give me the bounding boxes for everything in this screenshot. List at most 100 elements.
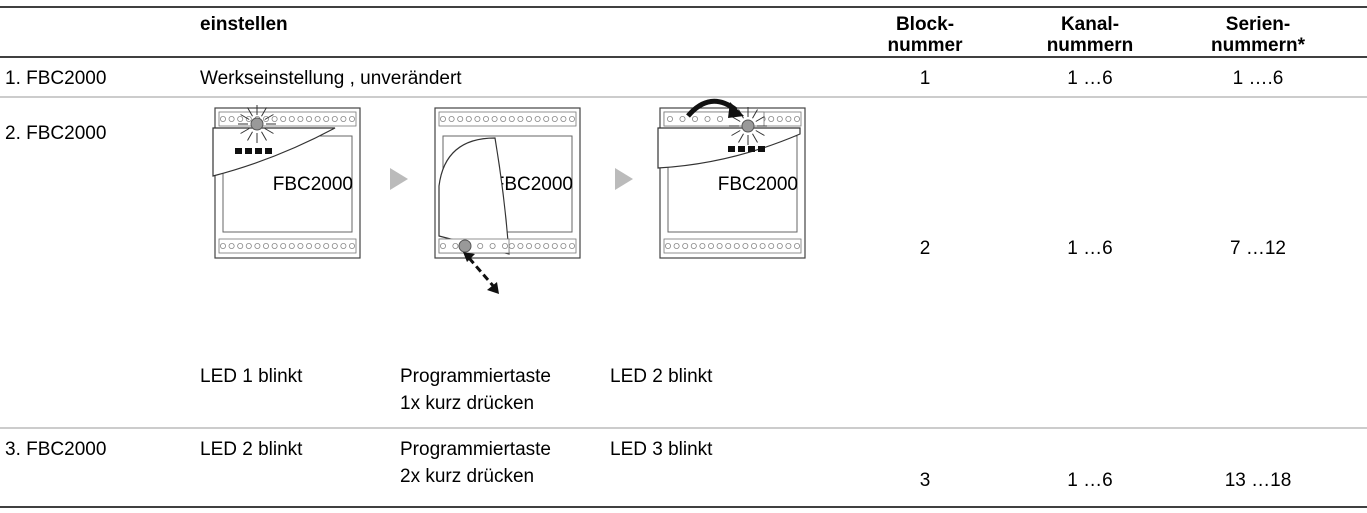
press-arrow xyxy=(467,257,497,289)
terminal xyxy=(543,242,550,249)
terminal xyxy=(323,115,330,122)
led-ray xyxy=(738,133,744,143)
header-serien: Serien- xyxy=(1226,14,1290,35)
terminal xyxy=(297,242,304,249)
caption: LED 2 blinkt xyxy=(610,366,713,387)
terminal-strip xyxy=(663,238,802,254)
terminal xyxy=(534,242,541,249)
led-ray xyxy=(240,114,250,120)
terminal xyxy=(682,242,689,249)
terminal xyxy=(331,115,338,122)
terminal xyxy=(665,242,671,249)
device: 1. FBC2000 xyxy=(5,68,106,89)
terminal xyxy=(288,115,295,122)
terminal xyxy=(491,115,498,122)
caption: LED 1 blinkt xyxy=(200,366,303,387)
terminal xyxy=(457,115,464,122)
header-kanal: Kanal- xyxy=(1061,14,1119,35)
terminal xyxy=(340,242,347,249)
step-arrow xyxy=(615,168,633,190)
terminal xyxy=(551,242,558,249)
led-ray xyxy=(752,109,758,119)
terminal xyxy=(725,242,732,249)
led-block xyxy=(758,146,765,152)
header-step: einstellen xyxy=(200,14,288,35)
terminal xyxy=(323,242,330,249)
caption: Programmiertaste xyxy=(400,366,551,387)
led-block xyxy=(265,148,272,154)
caption: LED 2 blinkt xyxy=(200,439,303,460)
terminal xyxy=(768,115,775,122)
arrow-head xyxy=(463,252,475,262)
terminal xyxy=(440,115,446,122)
terminal xyxy=(699,242,706,249)
led-ray xyxy=(264,114,274,120)
header-kanal: nummern xyxy=(1047,35,1134,56)
led-ray xyxy=(240,128,250,134)
terminal xyxy=(708,242,715,249)
terminal xyxy=(785,242,792,249)
block: 2 xyxy=(920,238,931,259)
step-arrow xyxy=(390,168,408,190)
terminal xyxy=(526,242,533,249)
terminal xyxy=(560,115,567,122)
terminal xyxy=(297,115,304,122)
terminal-strip xyxy=(438,111,577,127)
device-illustration: FBC2000 xyxy=(434,107,581,294)
terminal xyxy=(331,242,338,249)
led-ray xyxy=(261,131,267,141)
terminal xyxy=(348,242,355,249)
terminal xyxy=(793,242,800,249)
terminal xyxy=(560,242,567,249)
terminal xyxy=(776,115,783,122)
terminal xyxy=(477,242,484,249)
terminal xyxy=(228,115,235,122)
terminal xyxy=(508,115,515,122)
serien: 7 …12 xyxy=(1230,238,1286,259)
header-serien: nummern* xyxy=(1211,35,1306,56)
terminal xyxy=(716,242,723,249)
terminal xyxy=(237,115,244,122)
terminal xyxy=(568,242,575,249)
arrow-head xyxy=(728,102,744,118)
terminal xyxy=(245,242,252,249)
terminal xyxy=(306,242,313,249)
terminal xyxy=(254,242,261,249)
terminal xyxy=(452,242,459,249)
terminal xyxy=(280,115,287,122)
caption: 2x kurz drücken xyxy=(400,466,534,487)
arrow-head xyxy=(487,282,499,294)
button xyxy=(458,239,472,253)
terminal xyxy=(543,115,550,122)
terminal xyxy=(220,242,226,249)
device: 3. FBC2000 xyxy=(5,439,106,460)
terminal xyxy=(551,115,558,122)
led-ray xyxy=(731,130,741,136)
terminal xyxy=(237,242,244,249)
terminal xyxy=(448,115,455,122)
terminal xyxy=(568,115,575,122)
led xyxy=(741,119,755,133)
terminal xyxy=(692,115,699,122)
header-block: nummer xyxy=(888,35,964,56)
terminal xyxy=(306,115,313,122)
header-block: Block- xyxy=(896,14,954,35)
terminal xyxy=(793,115,800,122)
terminal xyxy=(263,115,270,122)
terminal xyxy=(440,242,446,249)
terminal xyxy=(751,242,758,249)
led-block xyxy=(738,146,745,152)
led xyxy=(250,117,264,131)
kanal: 1 …6 xyxy=(1067,68,1112,89)
terminal xyxy=(673,242,680,249)
terminal xyxy=(526,115,533,122)
caption: Programmiertaste xyxy=(400,439,551,460)
terminal xyxy=(690,242,697,249)
terminal xyxy=(220,115,226,122)
terminal xyxy=(489,242,496,249)
terminal xyxy=(759,242,766,249)
terminal xyxy=(534,115,541,122)
terminal xyxy=(517,115,524,122)
terminal xyxy=(679,115,686,122)
